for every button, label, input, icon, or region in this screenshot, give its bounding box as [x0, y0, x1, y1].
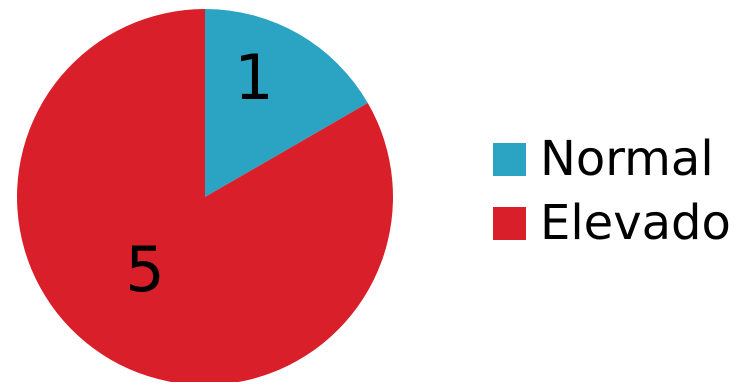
legend: Normal Elevado: [493, 132, 747, 260]
pie-slice-normal: [205, 9, 368, 197]
data-label-elevado: 5: [125, 233, 164, 306]
data-label-normal: 1: [234, 41, 273, 114]
legend-swatch-normal: [493, 142, 526, 176]
legend-label-elevado: Elevado: [540, 195, 731, 251]
legend-label-normal: Normal: [540, 131, 714, 187]
pie-slice-elevado: [16, 9, 393, 385]
legend-swatch-elevado: [493, 206, 526, 240]
legend-item-elevado: Elevado: [493, 196, 747, 250]
legend-item-normal: Normal: [493, 132, 747, 186]
